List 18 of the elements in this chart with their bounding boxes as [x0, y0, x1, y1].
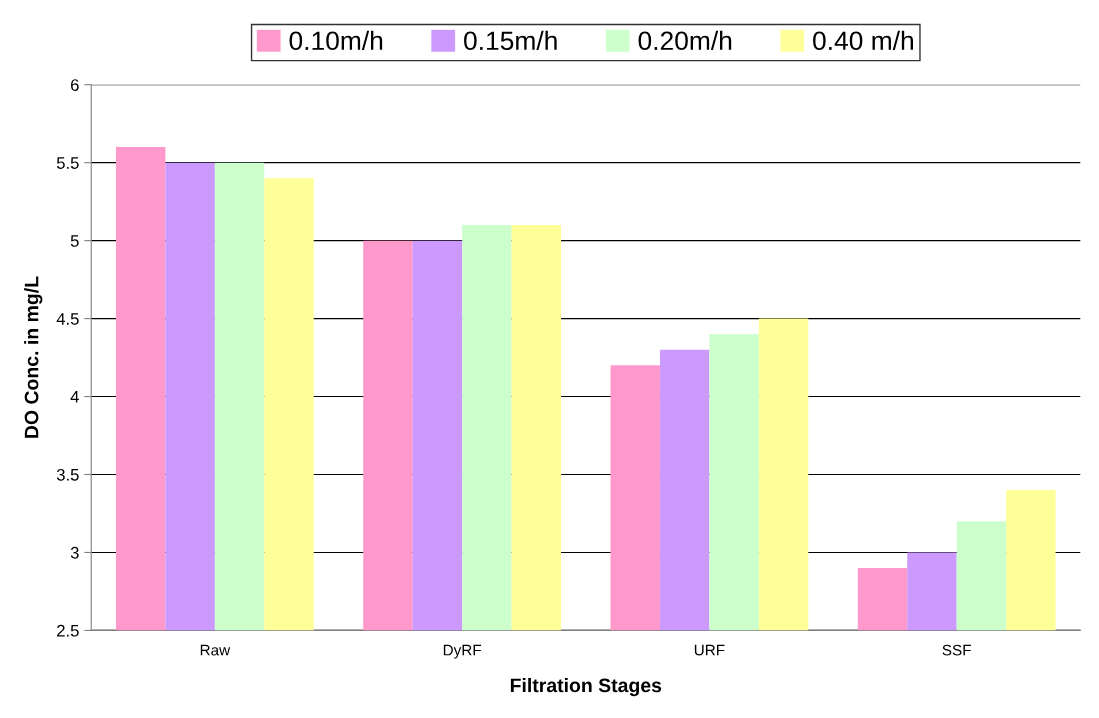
y-tick-label: 5.5 — [56, 157, 79, 169]
y-tick-label: 4 — [70, 391, 79, 403]
y-axis-title: DO Conc. in mg/L — [24, 276, 43, 438]
y-tick-label: 3.5 — [56, 468, 79, 481]
y-tick-label: 6 — [70, 79, 79, 91]
y-tick-label: 2.5 — [57, 624, 79, 637]
x-tick-label: SSF — [942, 644, 971, 656]
x-axis-title: Filtration Stages — [510, 677, 662, 697]
legend-label: 0.40 m/h — [813, 30, 913, 51]
x-tick-label: URF — [694, 644, 725, 656]
x-tick-label: DyRF — [443, 644, 482, 659]
y-tick-label: 3 — [70, 546, 79, 559]
legend-label: 0.10m/h — [289, 30, 383, 51]
x-tick-label: Raw — [200, 644, 231, 656]
y-tick-label: 4.5 — [56, 313, 79, 325]
legend-label: 0.15m/h — [464, 30, 557, 51]
y-tick-label: 5 — [70, 235, 79, 247]
legend-label: 0.20m/h — [638, 30, 732, 51]
